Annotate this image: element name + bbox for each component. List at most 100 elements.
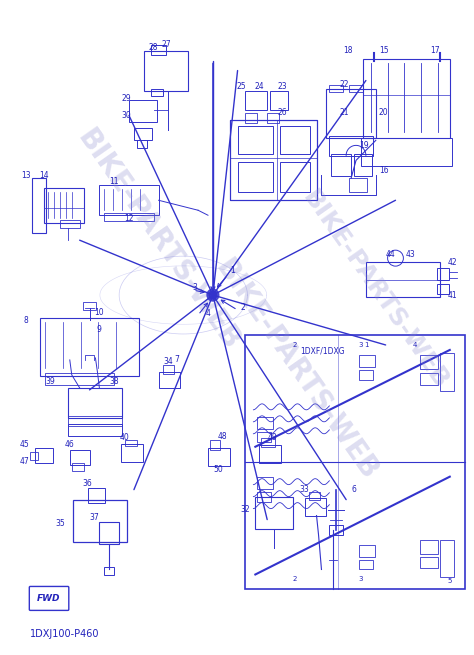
Bar (255, 496, 293, 529)
Bar (73, 500, 127, 542)
Bar (349, 178, 367, 193)
Text: 29: 29 (121, 94, 131, 103)
Bar (144, 50, 188, 90)
Text: 19: 19 (359, 141, 369, 150)
Bar (45, 373, 114, 385)
Bar (60, 220, 80, 228)
Text: 46: 46 (65, 440, 75, 449)
Text: 50: 50 (213, 465, 223, 474)
Text: 15: 15 (379, 46, 389, 55)
Bar (329, 136, 373, 157)
Bar (305, 498, 327, 515)
Text: 5: 5 (447, 578, 452, 584)
Text: 1: 1 (230, 266, 235, 274)
Text: 20: 20 (379, 108, 389, 117)
Bar (261, 438, 275, 447)
Text: 33: 33 (300, 485, 310, 494)
Bar (280, 126, 310, 155)
Bar (331, 155, 351, 176)
Bar (137, 140, 147, 149)
Bar (257, 432, 271, 441)
Text: BIKE-PARTS-WEB: BIKE-PARTS-WEB (210, 254, 383, 485)
Bar (246, 90, 267, 111)
Text: 4: 4 (413, 342, 418, 348)
Text: BIKE-PARTS-WEB: BIKE-PARTS-WEB (298, 187, 453, 394)
Text: 9: 9 (97, 326, 102, 335)
Text: 39: 39 (45, 377, 55, 386)
Bar (40, 318, 139, 376)
Bar (327, 88, 376, 138)
Bar (129, 100, 156, 122)
Bar (363, 58, 450, 138)
Bar (359, 355, 375, 367)
Circle shape (207, 289, 219, 301)
Text: 43: 43 (405, 250, 415, 259)
Bar (257, 417, 273, 429)
Bar (210, 440, 220, 450)
Bar (237, 162, 273, 193)
Text: 1: 1 (364, 342, 368, 348)
Bar (359, 370, 373, 380)
Bar (257, 477, 273, 489)
Text: 2: 2 (292, 576, 297, 582)
Bar (354, 155, 372, 176)
Text: 1DXJ100-P460: 1DXJ100-P460 (30, 629, 100, 639)
Text: 7: 7 (174, 356, 179, 364)
Bar (257, 492, 271, 502)
Text: 21: 21 (339, 108, 349, 117)
Text: 44: 44 (386, 250, 395, 259)
Bar (270, 90, 288, 111)
Text: 40: 40 (119, 433, 129, 442)
Bar (159, 372, 180, 388)
Text: 18: 18 (343, 46, 353, 55)
Text: 23: 23 (277, 82, 287, 91)
Bar (361, 138, 452, 166)
Bar (70, 450, 90, 464)
Text: 30: 30 (121, 111, 131, 120)
Text: 49: 49 (267, 433, 277, 442)
Text: 34: 34 (164, 358, 173, 366)
Text: 38: 38 (109, 377, 119, 386)
Bar (237, 126, 273, 155)
Text: 6: 6 (352, 485, 356, 494)
Text: 3: 3 (359, 342, 363, 348)
Text: 42: 42 (448, 257, 457, 267)
Bar (72, 462, 83, 471)
Bar (329, 525, 343, 534)
Bar (437, 284, 449, 294)
Text: 47: 47 (19, 457, 29, 466)
Text: 22: 22 (339, 80, 349, 89)
Text: FWD: FWD (37, 594, 61, 603)
Text: 10: 10 (95, 308, 104, 316)
Bar (246, 113, 257, 123)
Bar (440, 353, 454, 391)
Bar (68, 388, 122, 418)
Bar (329, 84, 343, 92)
Bar (259, 445, 281, 462)
Text: 27: 27 (162, 40, 171, 49)
Bar (280, 162, 310, 193)
Text: 2: 2 (240, 303, 245, 312)
Bar (104, 214, 154, 221)
Bar (230, 121, 317, 200)
Bar (246, 335, 465, 590)
Bar (309, 492, 320, 500)
Bar (151, 88, 163, 96)
Bar (359, 544, 375, 557)
Bar (420, 557, 438, 569)
Bar (32, 178, 46, 233)
Text: 17: 17 (430, 46, 440, 55)
Text: 12: 12 (124, 214, 134, 223)
Bar (100, 185, 159, 215)
Text: 8: 8 (24, 316, 29, 324)
Bar (68, 424, 122, 436)
Bar (359, 559, 373, 569)
Text: 37: 37 (90, 513, 100, 522)
Bar (104, 567, 114, 576)
Bar (100, 521, 119, 544)
Text: BIKE-PARTS-WEB: BIKE-PARTS-WEB (72, 124, 246, 356)
Text: 16: 16 (379, 166, 389, 175)
Bar (420, 540, 438, 553)
Bar (366, 262, 440, 297)
Bar (68, 416, 122, 426)
